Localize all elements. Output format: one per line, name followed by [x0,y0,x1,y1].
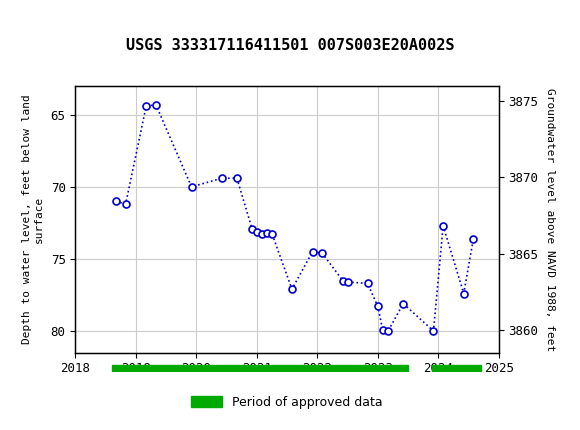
Bar [112,365,408,371]
Y-axis label: Groundwater level above NAVD 1988, feet: Groundwater level above NAVD 1988, feet [545,88,556,351]
Bar [432,365,481,371]
Legend: Period of approved data: Period of approved data [186,390,388,414]
Text: ≡USGS: ≡USGS [6,9,64,28]
Y-axis label: Depth to water level, feet below land
surface: Depth to water level, feet below land su… [22,95,44,344]
Text: USGS 333317116411501 007S003E20A002S: USGS 333317116411501 007S003E20A002S [126,38,454,52]
